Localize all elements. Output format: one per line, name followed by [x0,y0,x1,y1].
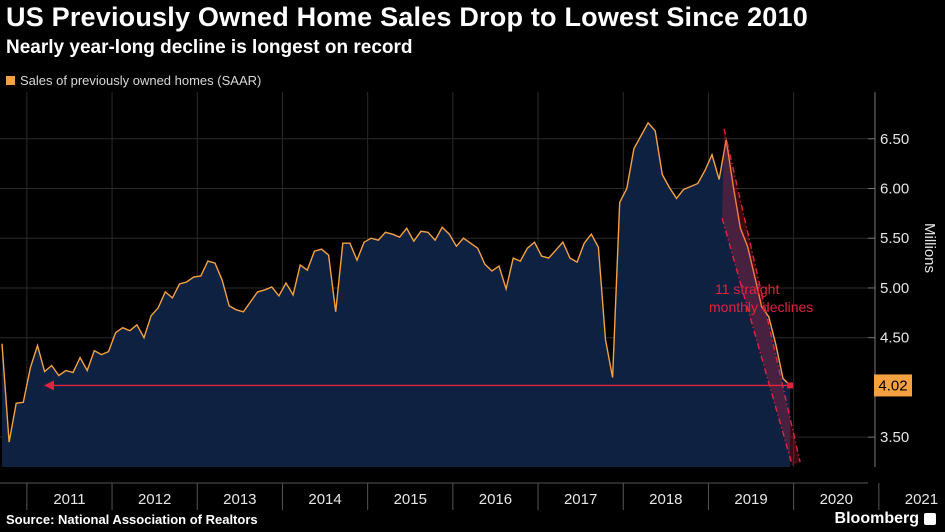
brand-logo: Bloomberg [834,510,919,527]
latest-value-label: 4.02 [878,377,907,394]
x-tick-label: 2016 [479,491,512,508]
x-tick-label: 2019 [734,491,767,508]
y-axis-title: Millions [921,223,938,273]
x-tick-label: 2017 [564,491,597,508]
source-note: Source: National Association of Realtors [6,512,258,527]
decline-wedge [722,128,801,466]
legend: Sales of previously owned homes (SAAR) [6,73,261,88]
series-area [1,121,791,468]
brand-icon [924,513,936,525]
x-tick-label: 2021 [905,491,938,508]
latest-point-marker [787,382,794,389]
legend-label: Sales of previously owned homes (SAAR) [20,73,262,88]
area-fill [2,122,791,468]
annotation-line-1: 11 straight [715,281,779,297]
decline-lower-line [721,218,793,466]
latest-value-badge [874,374,912,397]
y-tick-label: 4.50 [880,330,909,347]
axis-layer: 3.504.004.505.005.506.006.504.02Millions… [0,92,938,510]
y-tick-label: 6.00 [880,180,909,197]
x-tick-label: 2018 [649,491,682,508]
chart-subtitle: Nearly year-long decline is longest on r… [6,37,413,58]
y-tick-label: 3.50 [880,429,909,446]
x-tick-label: 2014 [308,491,341,508]
x-tick-label: 2020 [820,491,853,508]
y-tick-label: 5.00 [880,280,909,297]
chart-title: US Previously Owned Home Sales Drop to L… [6,2,808,32]
y-tick-label: 6.50 [880,131,909,148]
annotation-text: 11 straight monthly declines [709,281,813,315]
annotation-layer: 11 straight monthly declines [44,128,813,466]
series-line [1,121,791,443]
x-tick-label: 2011 [53,491,85,508]
x-tick-label: 2012 [138,491,171,508]
annotation-line-2: monthly declines [709,299,813,315]
x-tick-label: 2013 [223,491,256,508]
legend-swatch [6,76,15,85]
comparison-arrow-head [44,380,54,391]
y-tick-label: 5.50 [880,230,909,247]
x-tick-label: 2015 [394,491,427,508]
decline-upper-line [723,128,801,463]
